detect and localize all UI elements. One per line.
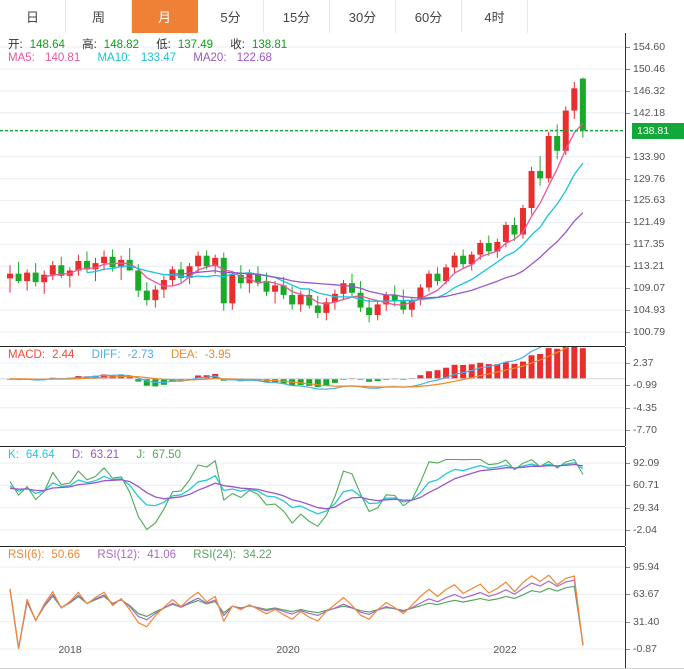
- price-axis: 154.60 150.46 146.32 142.18 133.90 129.76 125.…: [625, 33, 684, 346]
- axis-tick: 109.07: [626, 282, 665, 294]
- chart-canvas[interactable]: 154.60 150.46 146.32 142.18 133.90 129.76 125.…: [0, 33, 684, 669]
- axis-tick: 31.40: [626, 616, 659, 628]
- axis-tick: 146.32: [626, 85, 665, 97]
- toolbar-filler: [528, 0, 684, 33]
- tab-day[interactable]: 日: [0, 0, 66, 33]
- macd-axis: 2.37 -0.99 -4.35 -7.70: [625, 347, 684, 446]
- tab-4hour[interactable]: 4时: [462, 0, 528, 33]
- axis-tick: 63.67: [626, 588, 659, 600]
- separator-price-macd: [0, 346, 625, 347]
- separator-kdj-rsi: [0, 546, 625, 547]
- axis-tick: 150.46: [626, 63, 665, 75]
- axis-tick: -7.70: [626, 424, 657, 436]
- tab-month[interactable]: 月: [132, 0, 198, 33]
- axis-tick: 154.60: [626, 41, 665, 53]
- tab-60min[interactable]: 60分: [396, 0, 462, 33]
- price-plot[interactable]: [0, 33, 625, 346]
- current-price-tag: 138.81: [632, 122, 684, 139]
- macd-plot[interactable]: [0, 347, 625, 446]
- time-axis-label: 2020: [276, 644, 300, 656]
- axis-tick: -4.35: [626, 402, 657, 414]
- axis-tick: -2.04: [626, 524, 657, 536]
- axis-tick: 60.71: [626, 479, 659, 491]
- axis-tick: 117.35: [626, 238, 664, 250]
- axis-tick: -0.99: [626, 379, 657, 391]
- time-axis-label: 2022: [493, 644, 517, 656]
- axis-tick: 29.34: [626, 502, 659, 514]
- tab-week[interactable]: 周: [66, 0, 132, 33]
- kdj-plot[interactable]: [0, 447, 625, 546]
- tab-5min[interactable]: 5分: [198, 0, 264, 33]
- kdj-pane[interactable]: 92.09 60.71 29.34 -2.04 K: 64.64 D: 63.21 J: 6…: [0, 447, 684, 546]
- tab-30min[interactable]: 30分: [330, 0, 396, 33]
- axis-tick: 104.93: [626, 304, 665, 316]
- tab-15min[interactable]: 15分: [264, 0, 330, 33]
- axis-tick: 95.94: [626, 561, 659, 573]
- macd-pane[interactable]: 2.37 -0.99 -4.35 -7.70 MACD: 2.44 DIFF: -2.73…: [0, 347, 684, 446]
- kdj-axis: 92.09 60.71 29.34 -2.04: [625, 447, 684, 546]
- axis-tick: 125.63: [626, 194, 665, 206]
- axis-tick: 133.90: [626, 151, 665, 163]
- axis-tick: 121.49: [626, 216, 665, 228]
- price-pane[interactable]: 154.60 150.46 146.32 142.18 133.90 129.76 125.…: [0, 33, 684, 346]
- separator-macd-kdj: [0, 446, 625, 447]
- axis-tick: -0.87: [626, 643, 657, 655]
- axis-tick: 2.37: [626, 357, 653, 369]
- timeframe-toolbar: 日 周 月 5分 15分 30分 60分 4时: [0, 0, 684, 33]
- axis-tick: 100.79: [626, 326, 665, 338]
- rsi-plot[interactable]: [0, 547, 625, 669]
- time-axis-label: 2018: [58, 644, 82, 656]
- axis-tick: 113.21: [626, 260, 664, 272]
- axis-tick: 92.09: [626, 457, 659, 469]
- axis-tick: 129.76: [626, 173, 665, 185]
- rsi-axis: 95.94 63.67 31.40 -0.87: [625, 547, 684, 669]
- axis-tick: 142.18: [626, 107, 665, 119]
